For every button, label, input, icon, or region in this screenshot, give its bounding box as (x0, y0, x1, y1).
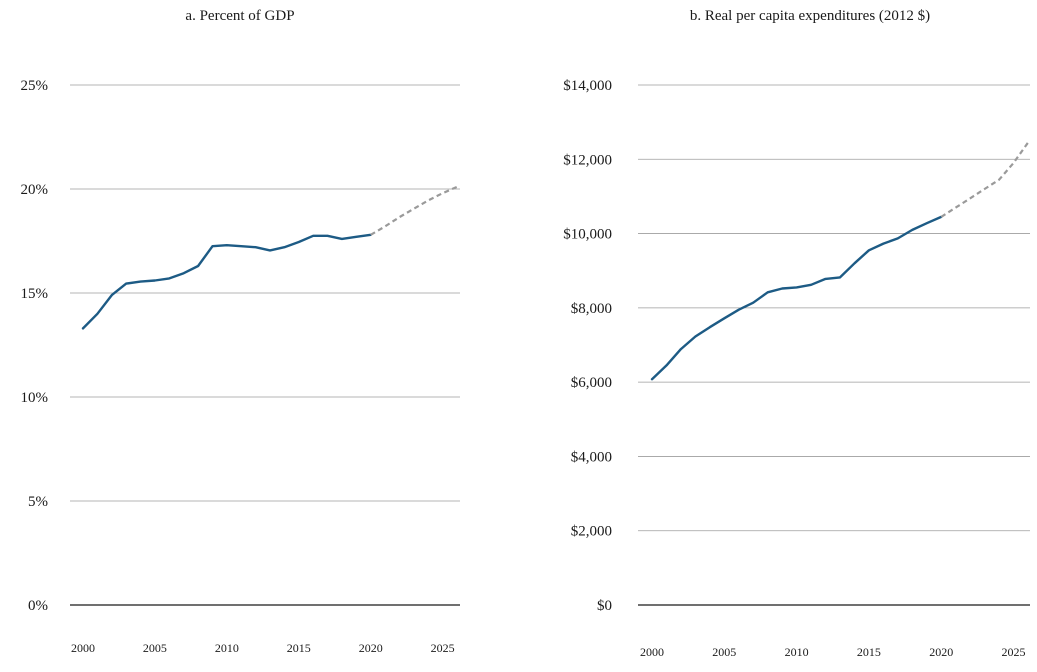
panel-b-y-tick-label: $10,000 (563, 227, 612, 243)
panel-a-y-tick-label: 0% (28, 598, 48, 614)
panel-b-actual-series-line (650, 215, 943, 381)
panel-b-title: b. Real per capita expenditures (2012 $) (690, 8, 930, 24)
panel-b-plot-area: $0 $2,000 $4,000 $6,000 $8,000 $10,000 $12,000… (563, 78, 1030, 659)
panel-b-y-tick-label: $2,000 (571, 524, 612, 540)
panel-a-x-tick-label: 2005 (143, 641, 167, 655)
panel-b-x-tick-label: 2025 (1002, 645, 1026, 659)
panel-b-x-tick-label: 2005 (712, 645, 736, 659)
panel-a-y-tick-label: 10% (21, 390, 49, 406)
panel-a-x-tick-label: 2010 (215, 641, 239, 655)
panel-b: b. Real per capita expenditures (2012 $)… (563, 8, 1030, 659)
panel-a-y-tick-label: 5% (28, 494, 48, 510)
panel-b-y-tick-label: $8,000 (571, 301, 612, 317)
panel-a: a. Percent of GDP 0% 5% 10% 15% 20% 25% 2000 20… (21, 8, 460, 655)
panel-a-x-tick-label: 2000 (71, 641, 95, 655)
panel-b-x-tick-label: 2000 (640, 645, 664, 659)
panel-b-y-tick-label: $6,000 (571, 375, 612, 391)
panel-b-projected-series-line (940, 141, 1029, 218)
panel-a-y-tick-label: 20% (21, 182, 49, 198)
panel-b-y-tick-label: $4,000 (571, 449, 612, 465)
panel-a-y-tick-label: 15% (21, 286, 49, 302)
panel-a-projected-series-line (370, 185, 458, 236)
panel-a-x-tick-label: 2020 (359, 641, 383, 655)
panel-b-x-tick-label: 2015 (857, 645, 881, 659)
panel-b-y-tick-label: $0 (597, 598, 612, 614)
panel-a-plot-area: 0% 5% 10% 15% 20% 25% 2000 2005 2010 2015 2020 2025 (21, 78, 460, 655)
panel-b-y-tick-label: $14,000 (563, 78, 612, 94)
panel-b-x-tick-label: 2020 (929, 645, 953, 659)
panel-b-x-tick-label: 2010 (785, 645, 809, 659)
panel-a-title: a. Percent of GDP (185, 8, 294, 24)
panel-a-actual-series-line (81, 233, 372, 330)
panel-a-y-tick-label: 25% (21, 78, 49, 94)
panel-a-x-tick-label: 2015 (287, 641, 311, 655)
panel-b-y-tick-label: $12,000 (563, 152, 612, 168)
panel-a-x-tick-label: 2025 (431, 641, 455, 655)
